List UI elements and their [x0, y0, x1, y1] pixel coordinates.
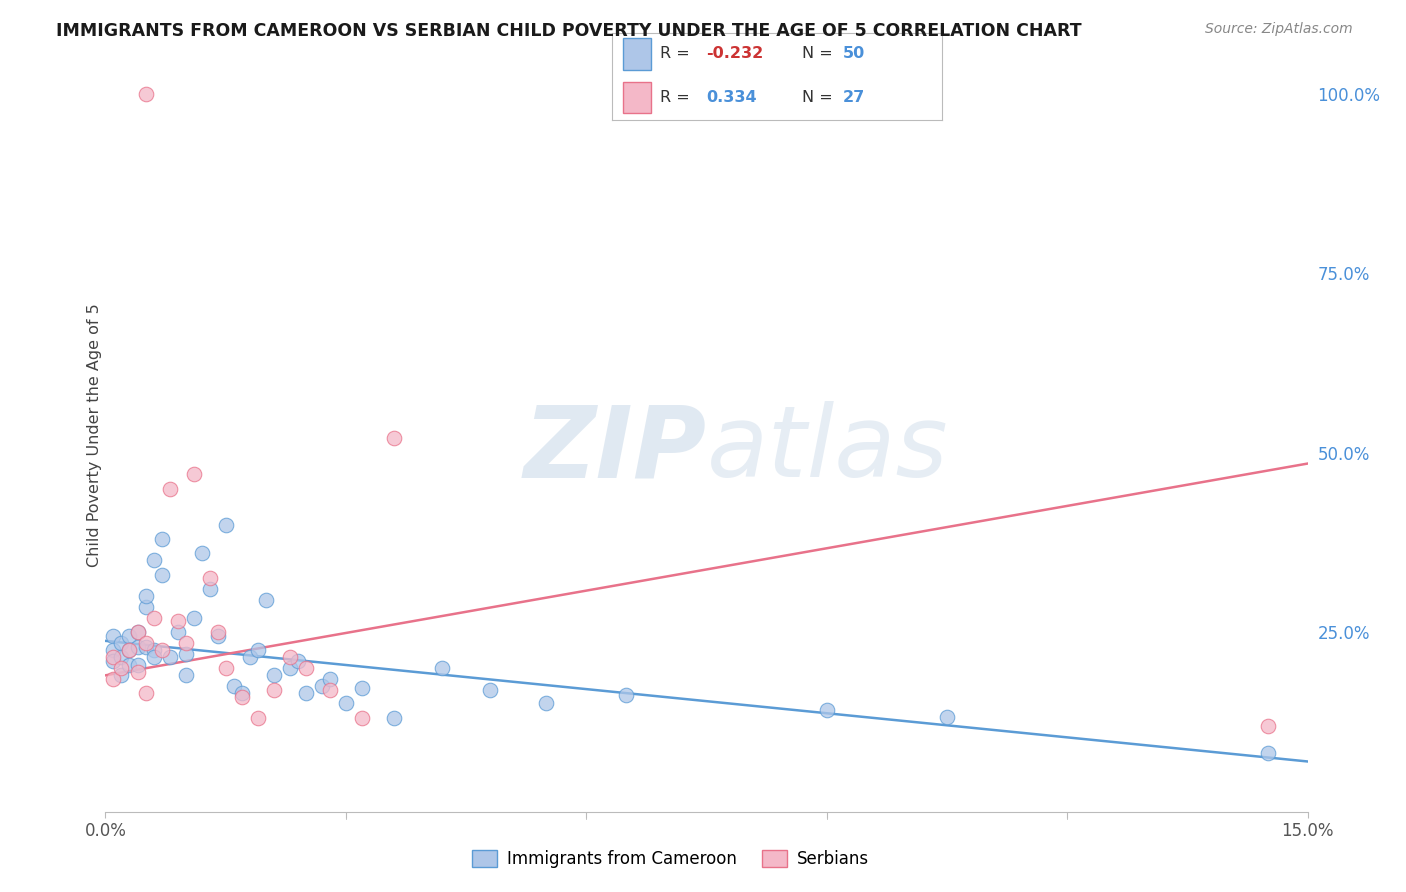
Point — [207, 625, 229, 640]
Point — [534, 696, 557, 710]
Point — [174, 647, 197, 661]
Point — [103, 643, 125, 657]
Point — [319, 682, 342, 697]
Point — [190, 546, 212, 560]
Point — [166, 625, 188, 640]
Point — [231, 690, 253, 704]
Bar — [623, 82, 651, 113]
Y-axis label: Child Poverty Under the Age of 5: Child Poverty Under the Age of 5 — [87, 303, 101, 566]
Point — [118, 629, 141, 643]
Point — [382, 711, 405, 725]
Point — [127, 625, 149, 640]
Point — [350, 681, 373, 696]
Point — [214, 661, 236, 675]
Point — [159, 482, 181, 496]
Point — [319, 672, 342, 686]
Point — [110, 661, 132, 675]
Point — [118, 643, 141, 657]
Legend: Immigrants from Cameroon, Serbians: Immigrants from Cameroon, Serbians — [465, 844, 876, 875]
Point — [207, 629, 229, 643]
Point — [311, 679, 333, 693]
Text: atlas: atlas — [707, 401, 948, 499]
Point — [135, 640, 157, 654]
Point — [118, 657, 141, 672]
Point — [263, 668, 285, 682]
Point — [150, 532, 173, 546]
Point — [278, 650, 301, 665]
Point — [214, 517, 236, 532]
Text: 27: 27 — [844, 90, 865, 105]
Point — [103, 629, 125, 643]
Point — [278, 661, 301, 675]
Point — [430, 661, 453, 675]
Point — [142, 643, 165, 657]
Point — [150, 643, 173, 657]
Text: 50: 50 — [844, 46, 865, 62]
Point — [198, 571, 221, 585]
Point — [263, 682, 285, 697]
Point — [936, 710, 959, 724]
Point — [135, 87, 157, 101]
Point — [127, 665, 149, 679]
Point — [135, 590, 157, 604]
Text: ZIP: ZIP — [523, 401, 707, 499]
Text: N =: N = — [801, 90, 838, 105]
Point — [479, 682, 502, 697]
Point — [1257, 746, 1279, 760]
Point — [183, 467, 205, 482]
Text: IMMIGRANTS FROM CAMEROON VS SERBIAN CHILD POVERTY UNDER THE AGE OF 5 CORRELATION: IMMIGRANTS FROM CAMEROON VS SERBIAN CHIL… — [56, 22, 1081, 40]
Point — [815, 703, 838, 717]
Point — [198, 582, 221, 597]
Point — [335, 696, 357, 710]
Point — [142, 553, 165, 567]
Point — [127, 625, 149, 640]
Point — [127, 657, 149, 672]
Point — [135, 600, 157, 615]
Point — [118, 643, 141, 657]
Point — [231, 686, 253, 700]
Point — [110, 668, 132, 682]
Point — [166, 615, 188, 629]
Point — [254, 593, 277, 607]
Point — [239, 650, 262, 665]
Point — [110, 636, 132, 650]
Text: R =: R = — [659, 90, 700, 105]
Text: -0.232: -0.232 — [706, 46, 763, 62]
Point — [135, 636, 157, 650]
Text: Source: ZipAtlas.com: Source: ZipAtlas.com — [1205, 22, 1353, 37]
Point — [150, 567, 173, 582]
Text: R =: R = — [659, 46, 695, 62]
Point — [103, 650, 125, 665]
Point — [142, 611, 165, 625]
Point — [110, 650, 132, 665]
Point — [135, 686, 157, 700]
Point — [246, 711, 269, 725]
Point — [103, 654, 125, 668]
Point — [127, 640, 149, 654]
Point — [287, 654, 309, 668]
Point — [159, 650, 181, 665]
Text: N =: N = — [801, 46, 838, 62]
Point — [142, 650, 165, 665]
Point — [295, 686, 318, 700]
Point — [295, 661, 318, 675]
Point — [222, 679, 245, 693]
Point — [350, 711, 373, 725]
Point — [183, 611, 205, 625]
Bar — [623, 38, 651, 70]
Point — [103, 672, 125, 686]
Point — [1257, 718, 1279, 732]
Point — [174, 636, 197, 650]
Point — [246, 643, 269, 657]
Text: 0.334: 0.334 — [706, 90, 756, 105]
Point — [382, 432, 405, 446]
Point — [174, 668, 197, 682]
Point — [616, 689, 638, 703]
